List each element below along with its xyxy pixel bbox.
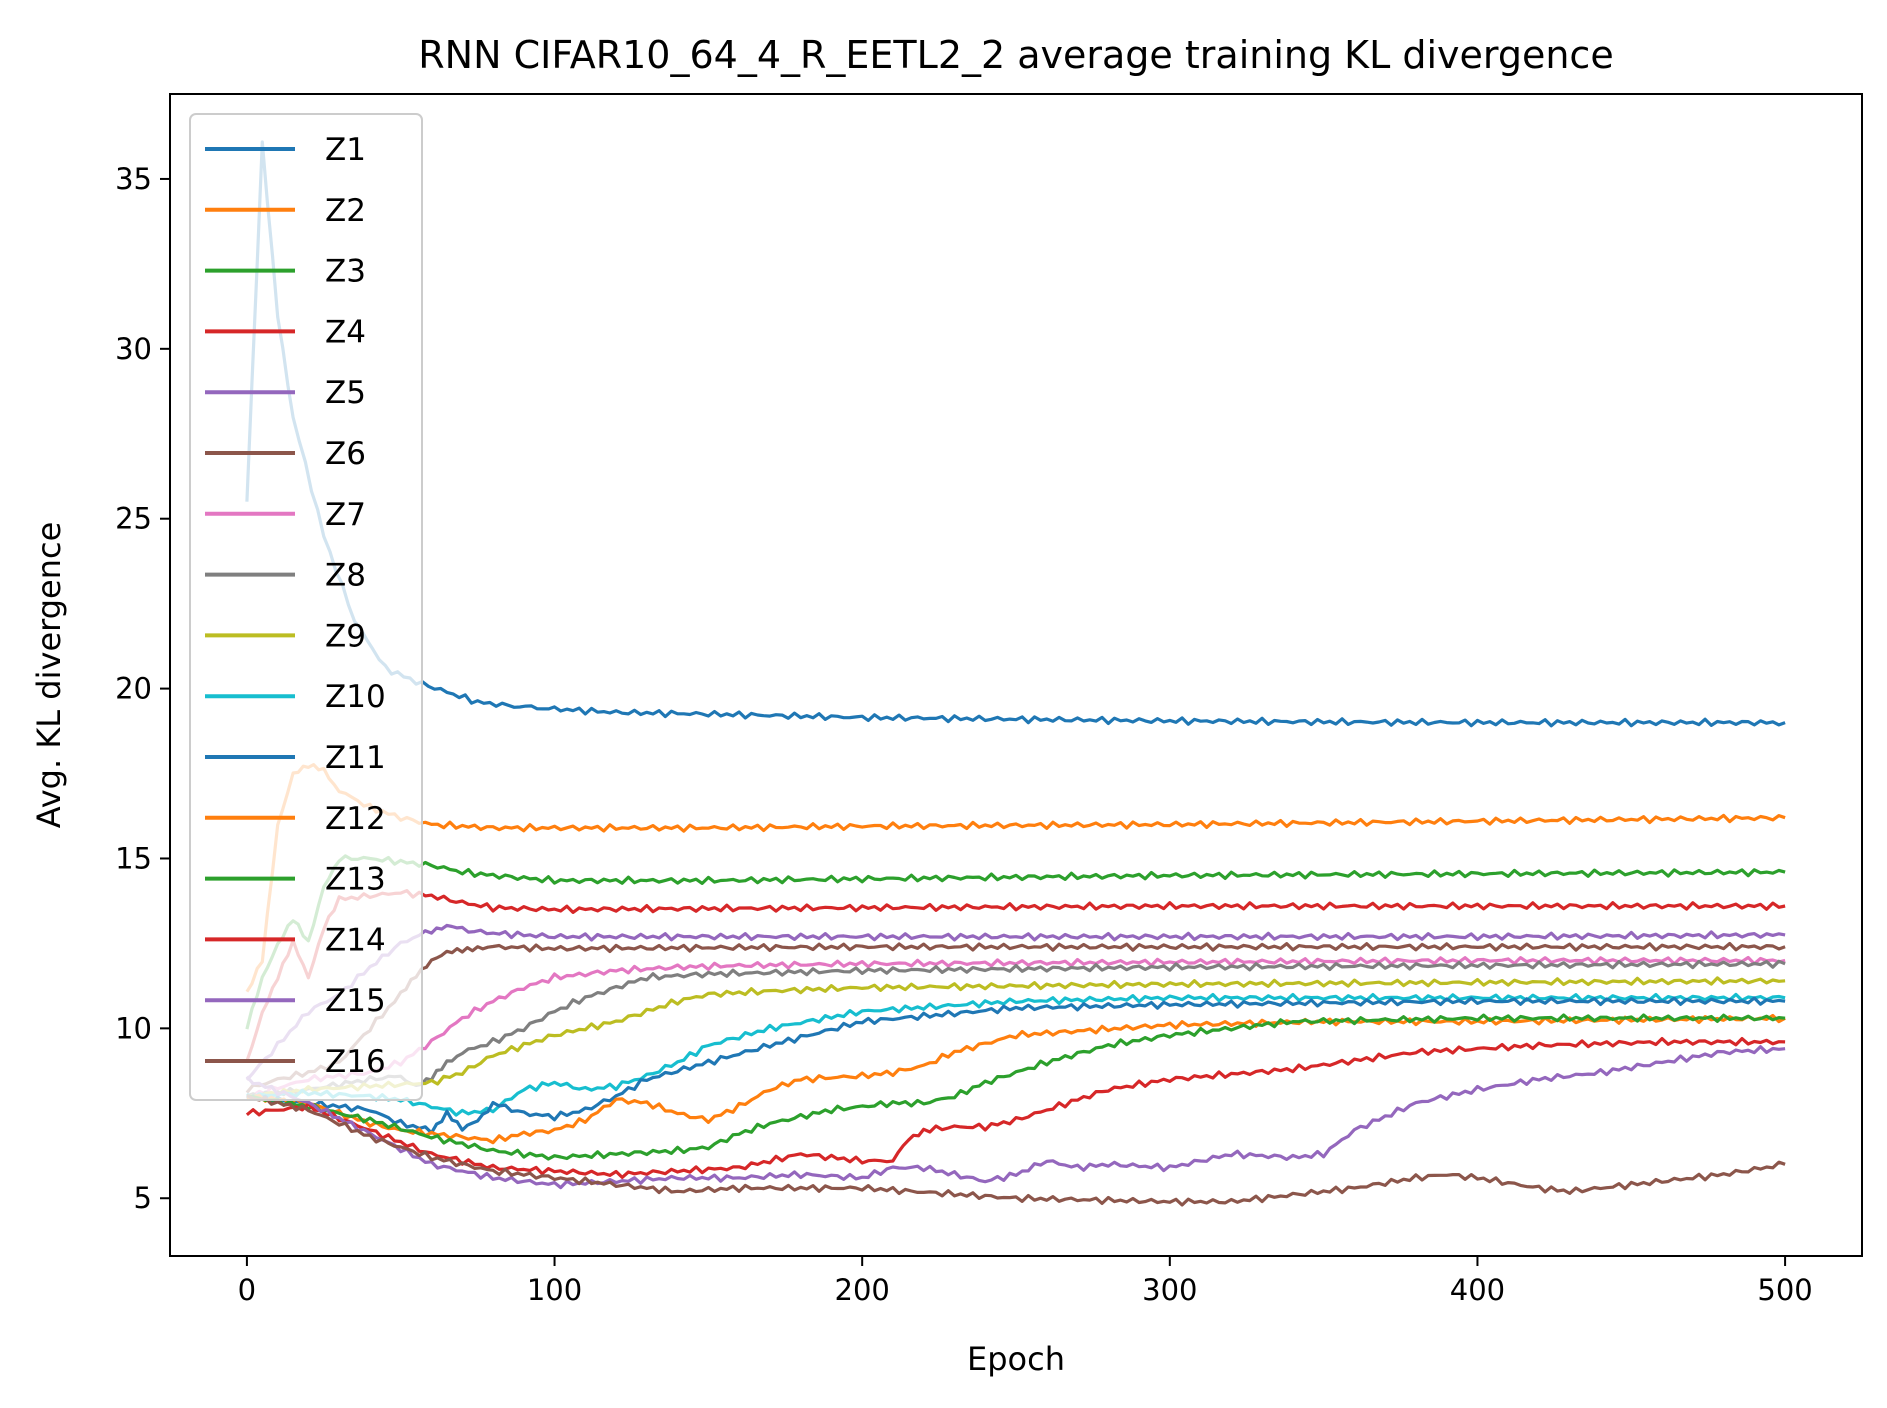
series-line-z7 xyxy=(246,955,1786,1097)
series-line-z2 xyxy=(245,762,1786,993)
chart-title: RNN CIFAR10_64_4_R_EETL2_2 average train… xyxy=(418,33,1613,77)
y-axis-title: Avg. KL divergence xyxy=(30,522,68,829)
x-tick-label: 100 xyxy=(527,1273,582,1307)
legend-label-z15: Z15 xyxy=(325,983,386,1019)
legend-label-z1: Z1 xyxy=(325,132,366,168)
x-tick-label: 500 xyxy=(1757,1273,1812,1307)
y-tick-label: 10 xyxy=(115,1011,152,1045)
legend-label-z5: Z5 xyxy=(325,375,366,411)
legend-label-z6: Z6 xyxy=(325,436,366,472)
series-line-z6 xyxy=(245,941,1786,1094)
series-line-z15 xyxy=(245,1045,1786,1190)
series-line-z13 xyxy=(246,1013,1786,1161)
legend-label-z9: Z9 xyxy=(325,618,366,654)
x-axis: 0 100 200 300 400 500 xyxy=(238,1256,1813,1307)
legend-label-z3: Z3 xyxy=(325,254,366,290)
series-line-z5 xyxy=(245,923,1786,1081)
y-tick-label: 15 xyxy=(115,841,152,875)
series-line-z8 xyxy=(246,959,1786,1100)
y-tick-label: 25 xyxy=(115,502,152,536)
y-tick-label: 30 xyxy=(115,332,152,366)
legend-label-z10: Z10 xyxy=(325,679,386,715)
x-tick-label: 300 xyxy=(1142,1273,1197,1307)
legend-label-z12: Z12 xyxy=(325,801,386,837)
x-tick-label: 200 xyxy=(835,1273,890,1307)
legend-label-z14: Z14 xyxy=(325,922,386,958)
x-tick-label: 400 xyxy=(1450,1273,1505,1307)
legend-label-z2: Z2 xyxy=(325,193,366,229)
series-line-z16 xyxy=(246,1093,1786,1207)
legend-label-z7: Z7 xyxy=(325,497,366,533)
x-tick-label: 0 xyxy=(238,1273,256,1307)
legend-label-z16: Z16 xyxy=(325,1044,386,1080)
series-line-z12 xyxy=(246,1013,1786,1145)
plot-frame xyxy=(169,93,1863,1257)
legend-label-z4: Z4 xyxy=(325,314,366,350)
series-line-z3 xyxy=(245,854,1786,1030)
legend-box xyxy=(189,113,423,1101)
legend-label-z8: Z8 xyxy=(325,558,366,594)
y-axis: 5 10 15 20 25 30 35 xyxy=(115,162,170,1215)
series-line-z9 xyxy=(246,976,1786,1098)
series-line-z11 xyxy=(246,996,1786,1135)
legend: Z1 Z2 Z3 Z4 Z5 Z6 Z7 Z8 Z9 Z10 Z11 Z12 Z13 Z14 Z15 Z16 xyxy=(189,113,423,1101)
y-tick-label: 35 xyxy=(115,162,152,196)
x-axis-title: Epoch xyxy=(967,1340,1065,1378)
legend-label-z13: Z13 xyxy=(325,862,386,898)
legend-label-z11: Z11 xyxy=(325,740,386,776)
series-line-z1 xyxy=(245,140,1786,728)
series-line-z4 xyxy=(245,888,1786,1062)
y-tick-label: 5 xyxy=(134,1181,152,1215)
series-layer xyxy=(245,140,1786,1207)
y-tick-label: 20 xyxy=(115,672,152,706)
